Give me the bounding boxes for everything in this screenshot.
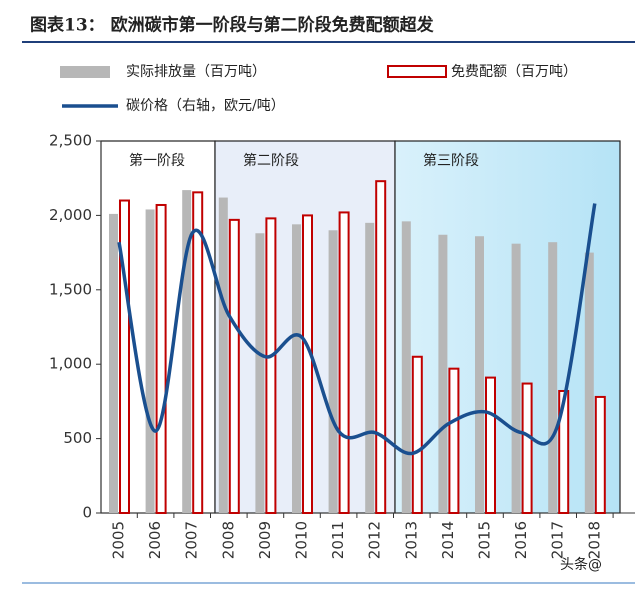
- x-tick-label: 2010: [293, 521, 311, 559]
- bar: [548, 242, 558, 513]
- x-tick-label: 2018: [585, 521, 603, 559]
- bar: [401, 221, 411, 514]
- bar: [302, 214, 313, 514]
- bar: [182, 190, 192, 513]
- y-tick-label: 500: [63, 429, 92, 447]
- bar: [145, 209, 155, 513]
- phase-label: 第一阶段: [129, 152, 185, 169]
- bar: [411, 355, 423, 515]
- x-tick-label: 2011: [329, 521, 347, 559]
- x-tick-label: 2016: [512, 521, 530, 559]
- bar: [584, 252, 594, 513]
- bar: [255, 233, 265, 514]
- line: [117, 203, 597, 456]
- x-tick-label: 2005: [110, 521, 128, 559]
- bar: [218, 197, 228, 513]
- legend-swatch: [387, 65, 447, 78]
- bar: [365, 222, 375, 513]
- x-tick-label: 2007: [183, 521, 201, 559]
- legend-label: 实际排放量（百万吨）: [126, 64, 266, 80]
- bar: [521, 382, 533, 514]
- bar: [485, 376, 496, 515]
- bar: [511, 243, 521, 513]
- chart-title: 图表13： 欧洲碳市第一阶段与第二阶段免费配额超发: [30, 15, 435, 36]
- legend-swatch: [60, 66, 110, 78]
- bar: [109, 213, 118, 514]
- bar: [192, 191, 204, 514]
- bar: [448, 367, 460, 514]
- x-tick-label: 2009: [256, 521, 274, 559]
- bar: [438, 234, 448, 513]
- x-tick-label: 2017: [549, 521, 567, 559]
- bar: [475, 236, 484, 513]
- phase-label: 第三阶段: [423, 152, 479, 169]
- y-tick-label: 0: [82, 504, 92, 522]
- x-tick-label: 2013: [402, 521, 420, 559]
- bar: [119, 199, 130, 515]
- bar: [338, 211, 350, 514]
- y-tick-label: 2,500: [49, 132, 92, 150]
- x-tick-label: 2014: [439, 521, 457, 559]
- bar: [558, 389, 570, 515]
- legend-label: 碳价格（右轴，欧元/吨）: [126, 98, 285, 114]
- bar: [228, 218, 240, 514]
- bar: [328, 230, 338, 513]
- y-tick-label: 1,500: [49, 280, 92, 298]
- x-tick-label: 2012: [366, 521, 384, 559]
- x-tick-label: 2008: [219, 521, 237, 559]
- phase-label: 第二阶段: [243, 152, 299, 169]
- watermark: 头条@: [560, 556, 602, 573]
- x-tick-label: 2006: [146, 521, 164, 559]
- phase-region: [394, 140, 621, 514]
- y-tick-label: 1,000: [49, 355, 92, 373]
- x-tick-label: 2015: [476, 521, 494, 559]
- y-tick-label: 2,000: [49, 206, 92, 224]
- bar: [594, 395, 606, 515]
- bar: [265, 217, 277, 514]
- legend-label: 免费配额（百万吨）: [451, 64, 577, 80]
- bar: [155, 203, 167, 514]
- bar: [292, 224, 301, 513]
- bar: [375, 180, 387, 514]
